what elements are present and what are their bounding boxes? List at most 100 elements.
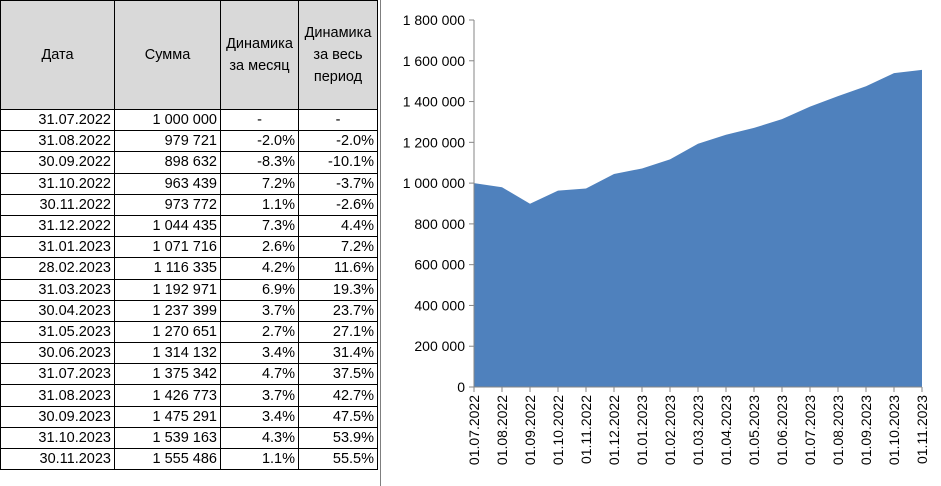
y-tick-label: 400 000: [414, 297, 465, 313]
y-tick-label: 1 200 000: [403, 134, 465, 150]
y-tick-label: 600 000: [414, 257, 465, 273]
x-tick-label: 01.09.2022: [522, 395, 538, 465]
x-tick-label: 01.11.2023: [914, 395, 930, 464]
table-row: 31.10.2023 1 539 163 4.3% 53.9%: [0, 426, 378, 450]
cell-total-change: -2.0%: [298, 130, 378, 153]
y-tick-label: 1 400 000: [403, 94, 465, 110]
cell-amount: 1 475 291: [114, 405, 221, 428]
cell-amount: 1 044 435: [114, 214, 221, 238]
area-series: [474, 69, 922, 387]
cell-monthly-change: 4.2%: [220, 257, 299, 280]
table-row: 31.01.2023 1 071 716 2.6% 7.2%: [0, 236, 378, 259]
y-tick-label: 0: [457, 379, 465, 395]
cell-monthly-change: 2.7%: [220, 320, 299, 344]
cell-amount: 1 270 651: [114, 320, 221, 344]
cell-amount: 979 721: [114, 130, 221, 153]
cell-amount: 1 000 000: [114, 108, 221, 132]
cell-total-change: -10.1%: [298, 151, 378, 174]
cell-date: 31.07.2023: [0, 363, 115, 386]
y-tick-label: 1 600 000: [403, 53, 465, 69]
y-tick-label: 200 000: [414, 338, 465, 354]
header-date: Дата: [0, 0, 115, 110]
x-tick-label: 01.02.2023: [662, 395, 678, 465]
table-row: 30.11.2022 973 772 1.1% -2.6%: [0, 193, 378, 216]
x-tick-label: 01.09.2023: [858, 395, 874, 465]
cell-total-change: 4.4%: [298, 214, 378, 238]
cell-monthly-change: 7.3%: [220, 214, 299, 238]
table-row: 30.06.2023 1 314 132 3.4% 31.4%: [0, 342, 378, 365]
cell-date: 31.01.2023: [0, 236, 115, 259]
cell-amount: 973 772: [114, 193, 221, 216]
cell-total-change: 23.7%: [298, 299, 378, 322]
table-row: 31.12.2022 1 044 435 7.3% 4.4%: [0, 214, 378, 238]
table-row: 30.11.2023 1 555 486 1.1% 55.5%: [0, 447, 378, 471]
x-tick-label: 01.06.2023: [774, 395, 790, 465]
cell-amount: 1 555 486: [114, 447, 221, 471]
cell-date: 30.04.2023: [0, 299, 115, 322]
cell-total-change: -: [298, 108, 378, 132]
header-amount: Сумма: [114, 0, 221, 110]
x-tick-label: 01.03.2023: [690, 395, 706, 465]
x-tick-label: 01.10.2022: [550, 395, 566, 465]
cell-total-change: 53.9%: [298, 426, 378, 450]
table-row: 28.02.2023 1 116 335 4.2% 11.6%: [0, 257, 378, 280]
cell-monthly-change: 3.7%: [220, 384, 299, 407]
cell-amount: 1 314 132: [114, 342, 221, 365]
cell-monthly-change: 3.7%: [220, 299, 299, 322]
cell-total-change: 27.1%: [298, 320, 378, 344]
cell-date: 30.11.2023: [0, 447, 115, 471]
table-row: 31.07.2022 1 000 000- -: [0, 108, 378, 132]
cell-monthly-change: -: [220, 108, 299, 132]
cell-date: 31.08.2022: [0, 130, 115, 153]
x-tick-label: 01.04.2023: [718, 395, 734, 465]
cell-amount: 1 539 163: [114, 426, 221, 450]
cell-monthly-change: 6.9%: [220, 278, 299, 301]
x-tick-label: 01.11.2022: [578, 395, 594, 464]
x-tick-label: 01.08.2023: [830, 395, 846, 465]
x-tick-label: 01.07.2023: [802, 395, 818, 465]
data-table: Дата Сумма Динамика за месяц Динамика за…: [0, 0, 378, 471]
cell-monthly-change: -2.0%: [220, 130, 299, 153]
table-row: 31.05.2023 1 270 651 2.7% 27.1%: [0, 320, 378, 344]
table-header-row: Дата Сумма Динамика за месяц Динамика за…: [0, 0, 378, 110]
cell-date: 31.07.2022: [0, 108, 115, 132]
x-tick-label: 01.10.2023: [886, 395, 902, 465]
cell-total-change: 37.5%: [298, 363, 378, 386]
cell-total-change: 31.4%: [298, 342, 378, 365]
cell-date: 31.08.2023: [0, 384, 115, 407]
table-row: 31.07.2023 1 375 342 4.7% 37.5%: [0, 363, 378, 386]
cell-total-change: -3.7%: [298, 172, 378, 195]
cell-total-change: -2.6%: [298, 193, 378, 216]
x-tick-label: 01.08.2022: [494, 395, 510, 465]
cell-monthly-change: 4.7%: [220, 363, 299, 386]
cell-date: 31.10.2022: [0, 172, 115, 195]
header-monthly-change: Динамика за месяц: [220, 0, 299, 110]
cell-total-change: 42.7%: [298, 384, 378, 407]
area-chart: 0 200 000 400 000 600 000 800 000 1 000 000 1 …: [380, 0, 941, 486]
table-row: 31.08.2023 1 426 773 3.7% 42.7%: [0, 384, 378, 407]
cell-date: 30.06.2023: [0, 342, 115, 365]
cell-amount: 1 426 773: [114, 384, 221, 407]
chart-svg: 0 200 000 400 000 600 000 800 000 1 000 000 1 …: [403, 12, 930, 465]
cell-amount: 1 116 335: [114, 257, 221, 280]
cell-monthly-change: 4.3%: [220, 426, 299, 450]
cell-amount: 963 439: [114, 172, 221, 195]
x-tick-label: 01.07.2022: [466, 395, 482, 465]
cell-total-change: 47.5%: [298, 405, 378, 428]
table-row: 30.09.2023 1 475 291 3.4% 47.5%: [0, 405, 378, 428]
y-tick-label: 800 000: [414, 216, 465, 232]
x-tick-label: 01.01.2023: [634, 395, 650, 465]
cell-monthly-change: 2.6%: [220, 236, 299, 259]
cell-date: 31.05.2023: [0, 320, 115, 344]
table-row: 31.08.2022 979 721 -2.0% -2.0%: [0, 130, 378, 153]
cell-monthly-change: 3.4%: [220, 405, 299, 428]
cell-date: 28.02.2023: [0, 257, 115, 280]
cell-date: 31.03.2023: [0, 278, 115, 301]
cell-amount: 1 071 716: [114, 236, 221, 259]
cell-date: 31.10.2023: [0, 426, 115, 450]
cell-total-change: 55.5%: [298, 447, 378, 471]
cell-date: 30.11.2022: [0, 193, 115, 216]
cell-amount: 898 632: [114, 151, 221, 174]
cell-total-change: 11.6%: [298, 257, 378, 280]
x-tick-label: 01.05.2023: [746, 395, 762, 465]
